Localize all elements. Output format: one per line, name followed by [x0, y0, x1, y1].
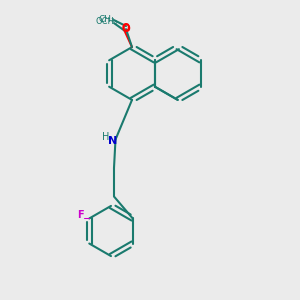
Text: O: O — [122, 24, 130, 34]
Text: F: F — [78, 211, 84, 220]
Text: O: O — [122, 23, 130, 33]
Text: OCH₃: OCH₃ — [95, 17, 118, 26]
Text: H: H — [102, 131, 110, 142]
Text: N: N — [108, 136, 117, 146]
Text: CH₃: CH₃ — [98, 15, 115, 24]
